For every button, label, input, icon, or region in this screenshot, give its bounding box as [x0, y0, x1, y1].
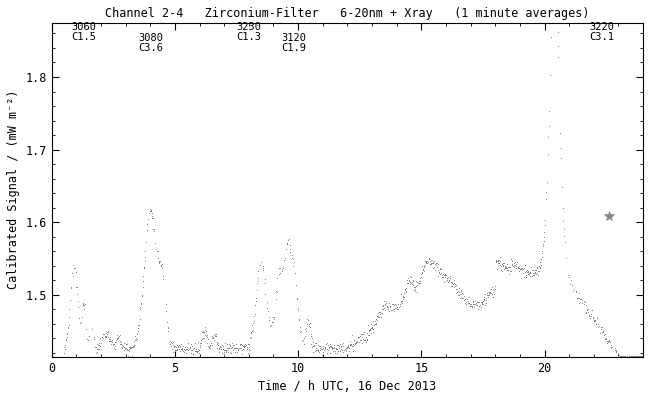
Y-axis label: Calibrated Signal / (mW m⁻²): Calibrated Signal / (mW m⁻²) [7, 90, 20, 289]
Text: 3230: 3230 [237, 22, 261, 32]
Text: 3120: 3120 [281, 33, 306, 43]
Text: 3080: 3080 [138, 33, 163, 43]
Text: C3.6: C3.6 [138, 43, 163, 53]
Text: 3060: 3060 [72, 22, 96, 32]
Text: C1.5: C1.5 [72, 32, 96, 42]
X-axis label: Time / h UTC, 16 Dec 2013: Time / h UTC, 16 Dec 2013 [258, 380, 436, 393]
Text: C1.9: C1.9 [281, 43, 306, 53]
Text: C3.1: C3.1 [589, 32, 614, 42]
Text: C1.3: C1.3 [237, 32, 261, 42]
Title: Channel 2-4   Zirconium-Filter   6-20nm + Xray   (1 minute averages): Channel 2-4 Zirconium-Filter 6-20nm + Xr… [105, 7, 590, 20]
Text: 3220: 3220 [589, 22, 614, 32]
